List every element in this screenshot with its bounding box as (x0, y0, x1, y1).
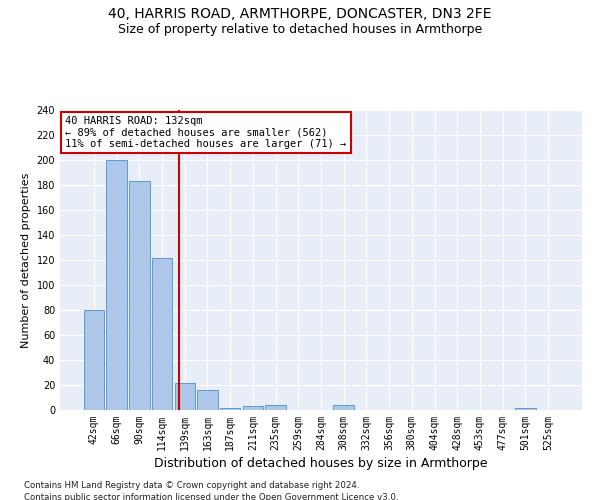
Bar (265, 405, 286, 410)
Text: Contains public sector information licensed under the Open Government Licence v3: Contains public sector information licen… (24, 492, 398, 500)
Text: 40 HARRIS ROAD: 132sqm
← 89% of detached houses are smaller (562)
11% of semi-de: 40 HARRIS ROAD: 132sqm ← 89% of detached… (65, 116, 346, 149)
Bar (106, 160, 127, 410)
Text: Size of property relative to detached houses in Armthorpe: Size of property relative to detached ho… (118, 22, 482, 36)
Text: Distribution of detached houses by size in Armthorpe: Distribution of detached houses by size … (154, 458, 488, 470)
Bar (152, 258, 172, 410)
Bar (220, 408, 241, 410)
Bar (334, 405, 354, 410)
Text: 40, HARRIS ROAD, ARMTHORPE, DONCASTER, DN3 2FE: 40, HARRIS ROAD, ARMTHORPE, DONCASTER, D… (108, 8, 492, 22)
Bar (515, 408, 536, 410)
Bar (84, 310, 104, 410)
Bar (197, 390, 218, 410)
Y-axis label: Number of detached properties: Number of detached properties (21, 172, 31, 348)
Bar (129, 181, 149, 410)
Text: Contains HM Land Registry data © Crown copyright and database right 2024.: Contains HM Land Registry data © Crown c… (24, 481, 359, 490)
Bar (242, 406, 263, 410)
Bar (175, 382, 195, 410)
